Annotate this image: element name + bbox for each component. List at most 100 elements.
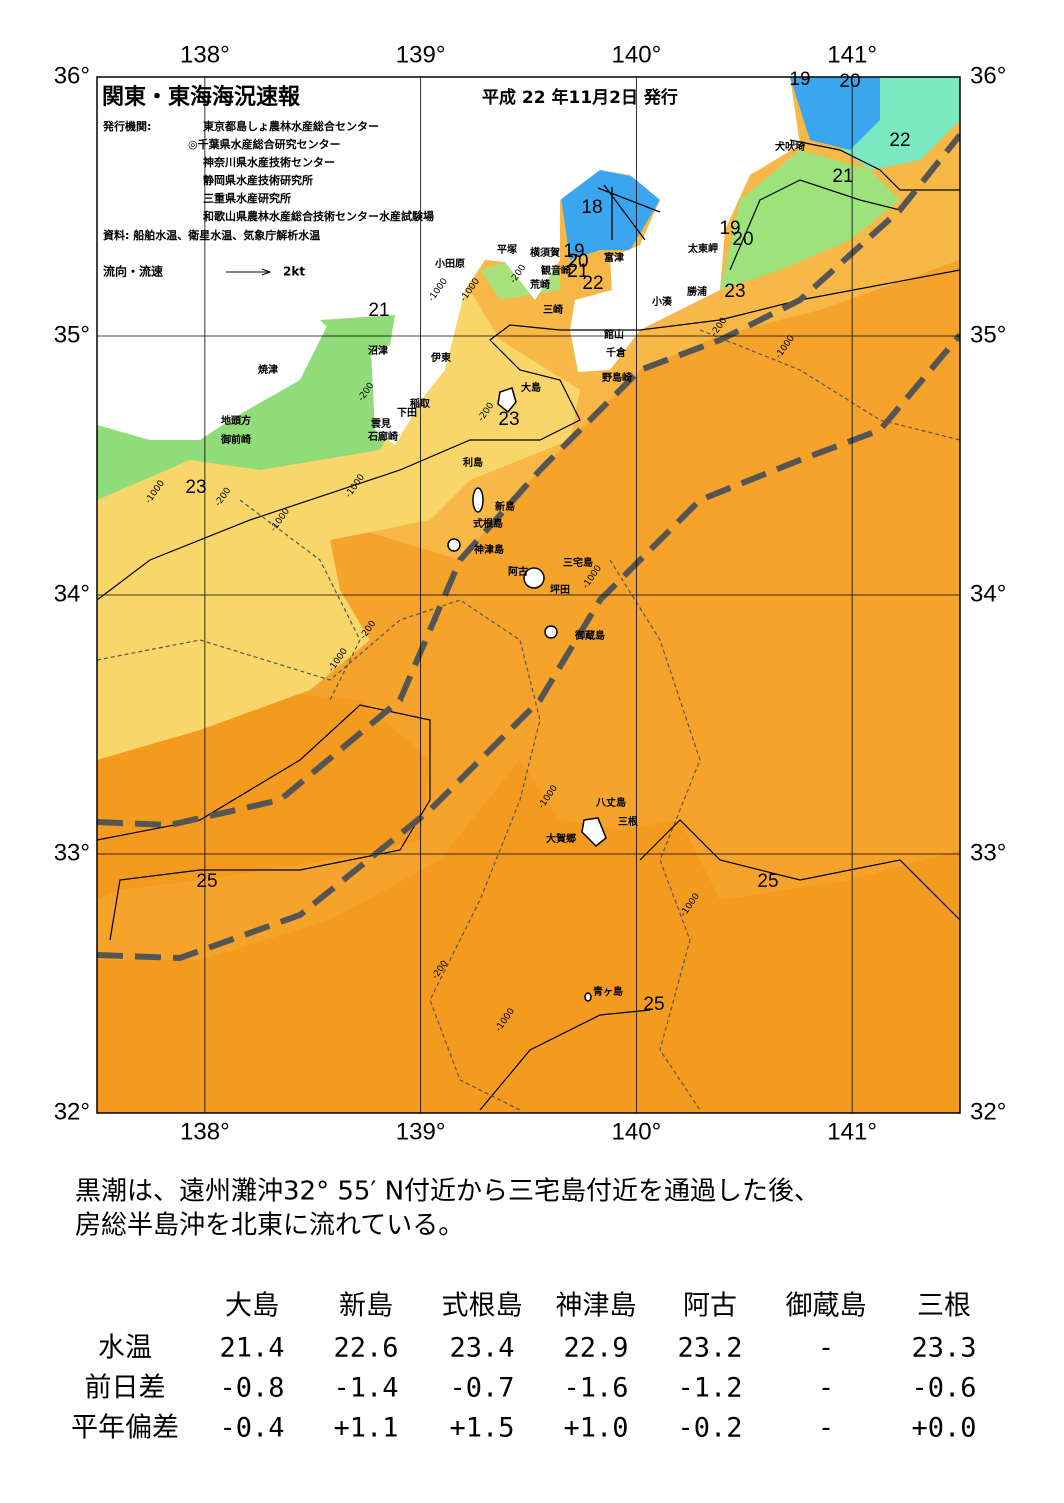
kuroshio-axis-outer (97, 333, 960, 962)
lat-label: 34° (970, 580, 1006, 607)
contour-label: 21 (567, 261, 588, 282)
isotherm (639, 819, 960, 921)
place-label: 三崎 (543, 303, 563, 316)
isobath (609, 559, 701, 1111)
title: 関東・東海海況速報 (102, 84, 301, 110)
table-cell: 22.9 (563, 1333, 628, 1364)
island (584, 992, 592, 1002)
lon-label: 140° (612, 1118, 662, 1145)
island (447, 538, 461, 552)
issuer: 神奈川県水産技術センター (203, 155, 335, 169)
lat-label: 36° (54, 62, 90, 89)
legend-arrow-head (261, 268, 272, 276)
contour-label: 18 (581, 197, 602, 218)
island (544, 625, 558, 639)
place-label: 小田原 (434, 257, 465, 270)
isobath (97, 599, 541, 1111)
isobath (699, 329, 960, 441)
place-label: 勝浦 (687, 285, 707, 298)
summary-line: 黒潮は、遠州灘沖32° 55′ N付近から三宅島付近を通過した後、 (75, 1177, 820, 1207)
place-label: 神津島 (474, 543, 504, 556)
row-label: 前日差 (85, 1373, 166, 1404)
place-label: 御前崎 (220, 433, 251, 446)
legend-speed: 2kt (283, 265, 305, 279)
table-header: 阿古 (683, 1291, 737, 1322)
lat-label: 35° (54, 321, 90, 348)
place-label: 石廊崎 (367, 430, 398, 443)
table-header: 三根 (917, 1291, 971, 1322)
island (472, 487, 484, 513)
place-label: 阿古 (508, 565, 528, 578)
place-label: 犬吠埼 (775, 140, 805, 153)
table-cell: +1.5 (449, 1413, 514, 1444)
table-header: 御蔵島 (786, 1291, 867, 1322)
contour-label: 19 (789, 69, 810, 90)
lat-label: 34° (54, 580, 90, 607)
table-cell: -0.7 (449, 1373, 514, 1404)
table-cell: 23.3 (911, 1333, 976, 1364)
lon-label: 139° (396, 1118, 446, 1145)
table-cell: -1.4 (333, 1373, 398, 1404)
place-label: 平塚 (497, 243, 517, 256)
warm-water (97, 760, 960, 1113)
island (497, 387, 517, 414)
place-label: 伊東 (430, 351, 451, 364)
place-label: 稲取 (410, 397, 431, 410)
contour-label: 22 (582, 273, 603, 294)
issuer: 静岡県水産技術研究所 (203, 173, 313, 187)
island (523, 567, 545, 589)
contour-label: 25 (196, 871, 217, 892)
place-label: 坪田 (550, 583, 570, 596)
place-label: 新島 (495, 500, 515, 513)
lon-label: 139° (396, 41, 446, 68)
place-label: 下田 (397, 407, 417, 419)
table-cell: +1.1 (333, 1413, 398, 1444)
contour-label: 23 (498, 409, 519, 430)
lat-label: 32° (970, 1098, 1006, 1125)
place-label: 館山 (603, 328, 624, 341)
place-label: 荒崎 (529, 278, 550, 291)
place-label: 三宅島 (563, 556, 593, 569)
place-label: 御蔵島 (574, 629, 605, 642)
isobath (239, 499, 361, 701)
issuer: 和歌山県農林水産総合技術センター水産試験場 (203, 209, 434, 223)
table-header: 新島 (339, 1291, 393, 1322)
lat-label: 33° (970, 839, 1006, 866)
row-label: 平年偏差 (71, 1413, 179, 1444)
contour-label: 20 (567, 251, 588, 272)
place-label: 雲見 (371, 418, 391, 430)
legend-label: 流向・流速 (103, 264, 163, 279)
place-label: 横須賀 (530, 246, 560, 259)
isotherm (479, 1009, 651, 1111)
place-label: 焼津 (258, 363, 278, 376)
issuer: 三重県水産研究所 (203, 191, 291, 205)
sources: 資料: 船舶水温、衛星水温、気象庁解析水温 (103, 228, 320, 242)
place-label: 青ヶ島 (593, 985, 623, 998)
table-cell: - (818, 1413, 834, 1444)
place-label: 太東岬 (687, 242, 718, 255)
place-label: 利島 (463, 456, 483, 469)
coastal-water (320, 315, 395, 355)
issue-date: 平成 22 年11月2日 発行 (482, 87, 678, 108)
current-arrows (597, 184, 661, 241)
coastal-water (720, 150, 900, 290)
lon-label: 141° (827, 41, 877, 68)
lon-label: 140° (612, 41, 662, 68)
lat-label: 32° (54, 1098, 90, 1125)
place-label: 式根島 (473, 517, 503, 530)
place-label: 三根 (618, 815, 638, 828)
contour-label: 25 (643, 994, 664, 1015)
place-label: 富津 (604, 251, 624, 264)
place-label: 地頭方 (221, 414, 251, 427)
kuroshio-axis (97, 133, 960, 829)
table-cell: +1.0 (563, 1413, 628, 1444)
place-label: 千倉 (606, 346, 627, 359)
table-header: 大島 (225, 1291, 279, 1322)
table-cell: - (818, 1373, 834, 1404)
contour-label: 23 (724, 281, 745, 302)
contour-label: 21 (368, 300, 389, 321)
land (97, 77, 800, 445)
isotherm (97, 269, 960, 601)
